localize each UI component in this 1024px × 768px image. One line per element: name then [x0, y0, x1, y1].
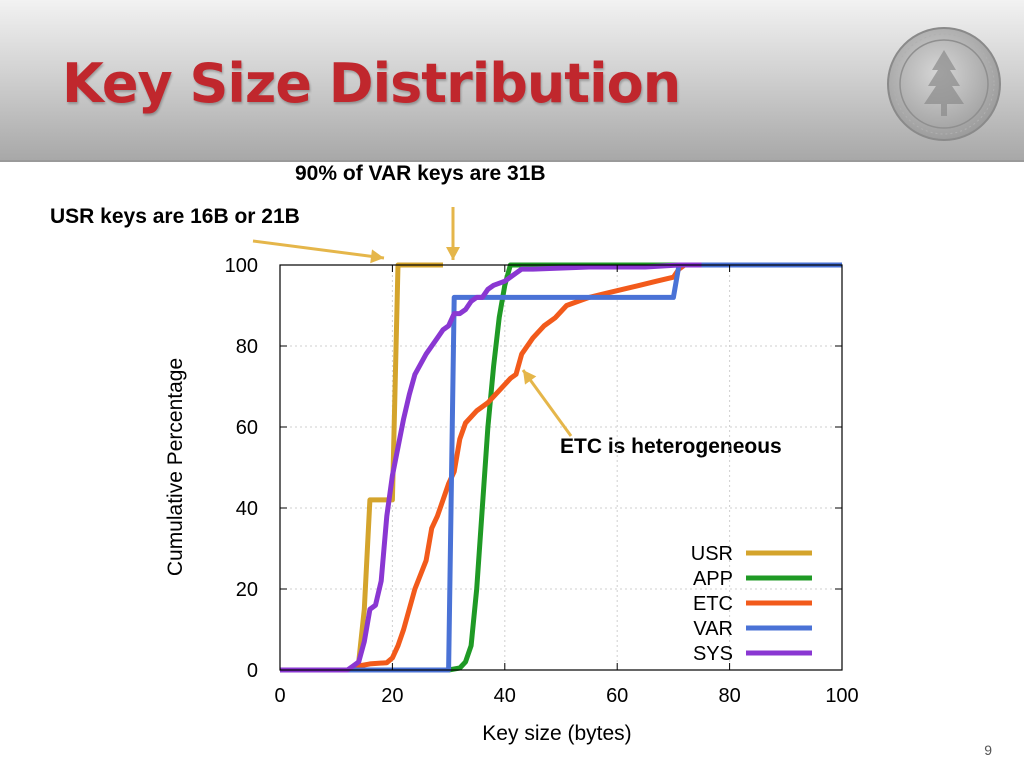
plot-frame	[279, 264, 843, 671]
var-annotation: 90% of VAR keys are 31B	[295, 162, 546, 185]
usr-annotation: USR keys are 16B or 21B	[50, 205, 300, 228]
tick-labels: 0 20 40 60 80 100 0 20 40 60 80 100	[225, 255, 859, 707]
x-tick-label: 40	[494, 685, 516, 707]
series-line-usr	[280, 262, 443, 673]
series-layer	[280, 262, 842, 673]
legend-label-app: APP	[693, 568, 733, 590]
x-tick-label: 80	[718, 685, 740, 707]
y-tick-label: 80	[236, 336, 258, 358]
series-line-etc	[280, 262, 842, 673]
x-tick-label: 0	[274, 685, 285, 707]
x-axis-label: Key size (bytes)	[482, 722, 631, 745]
slide-title: Key Size Distribution	[62, 52, 681, 115]
y-tick-label: 20	[236, 579, 258, 601]
etc-annotation: ETC is heterogeneous	[560, 435, 782, 458]
y-tick-label: 60	[236, 417, 258, 439]
legend-label-usr: USR	[691, 543, 733, 565]
var-arrow-head	[446, 247, 460, 260]
slide-number: 9	[984, 742, 992, 758]
etc-arrow-head	[523, 370, 537, 385]
grid	[280, 265, 842, 670]
y-tick-label: 100	[225, 255, 258, 277]
etc-arrow-shaft	[521, 369, 573, 437]
usr-arrow-head	[370, 249, 384, 264]
x-tick-label: 60	[606, 685, 628, 707]
plot-border	[279, 264, 843, 671]
legend-label-etc: ETC	[693, 593, 733, 615]
x-tick-label: 20	[381, 685, 403, 707]
university-seal-logo	[887, 27, 1001, 141]
legend-label-var: VAR	[693, 618, 733, 640]
y-tick-label: 40	[236, 498, 258, 520]
y-axis-label: Cumulative Percentage	[164, 358, 187, 576]
y-tick-label: 0	[247, 660, 258, 682]
series-line-sys	[280, 262, 702, 673]
x-tick-label: 100	[825, 685, 858, 707]
legend-label-sys: SYS	[693, 643, 733, 665]
legend: USR APP ETC VAR SYS	[691, 543, 812, 665]
title-band	[0, 0, 1024, 162]
usr-arrow-shaft	[252, 239, 385, 260]
annotation-arrows	[252, 207, 573, 437]
